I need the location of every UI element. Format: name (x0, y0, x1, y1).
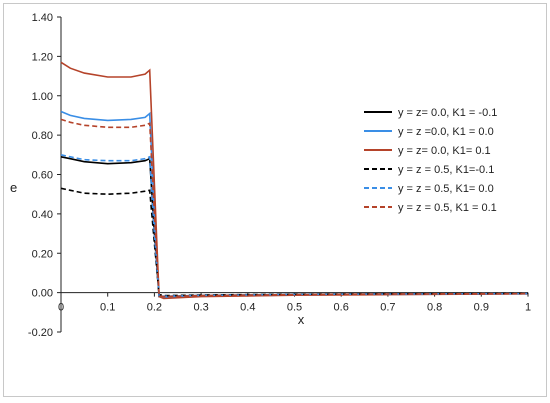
series-line-3 (60, 61, 529, 300)
legend-label-2: y = z =0.0, K1 = 0.0 (398, 126, 494, 138)
axes: -0.20 0.00 0.20 0.40 0.60 0.80 1.00 1.20 1.40 0 0.… (28, 12, 531, 339)
x-tick-label: 1 (525, 302, 531, 314)
y-axis-label: e (10, 180, 17, 195)
y-tick-label: 0.80 (32, 130, 53, 142)
x-tick-label: 0.5 (287, 302, 302, 314)
legend-label-6: y = z = 0.5, K1 = 0.1 (398, 202, 497, 214)
x-axis-label: x (298, 312, 305, 327)
x-tick-label: 0 (58, 302, 64, 314)
x-tick-label: 0.7 (380, 302, 395, 314)
x-tick-label: 0.2 (147, 302, 162, 314)
x-tick-label: 0.6 (334, 302, 349, 314)
y-tick-label: 0.40 (32, 209, 53, 221)
legend: y = z= 0.0, K1 = -0.1 y = z =0.0, K1 = 0.… (364, 107, 497, 214)
chart-frame: e x -0.20 0.00 0.20 0.40 0.60 0.80 1.00 1.20 1.4… (3, 3, 547, 397)
x-tick-label: 0.8 (427, 302, 442, 314)
legend-label-1: y = z= 0.0, K1 = -0.1 (398, 107, 497, 119)
x-tick-label: 0.4 (240, 302, 255, 314)
series-layer (60, 61, 529, 300)
series-line-1 (60, 156, 529, 298)
y-tick-label: 1.00 (32, 91, 53, 103)
series-line-6 (60, 118, 529, 298)
y-tick-label: 0.20 (32, 248, 53, 260)
x-tick-label: 0.3 (193, 302, 208, 314)
y-tick-label: 0.00 (32, 288, 53, 300)
x-tick-label: 0.1 (100, 302, 115, 314)
line-chart: e x -0.200.000.200.400.600.801.001.201.4… (10, 12, 531, 339)
y-tick-label: 0.60 (32, 170, 53, 182)
series-line-5 (60, 154, 529, 298)
y-tick-label: -0.20 (28, 327, 53, 339)
y-tick-label: 1.40 (32, 12, 53, 24)
legend-label-5: y = z = 0.5, K1= 0.0 (398, 183, 494, 195)
legend-label-3: y = z= 0.0, K1= 0.1 (398, 145, 491, 157)
y-tick-label: 1.20 (32, 51, 53, 63)
x-tick-label: 0.9 (474, 302, 489, 314)
legend-label-4: y = z = 0.5, K1=-0.1 (398, 164, 494, 176)
